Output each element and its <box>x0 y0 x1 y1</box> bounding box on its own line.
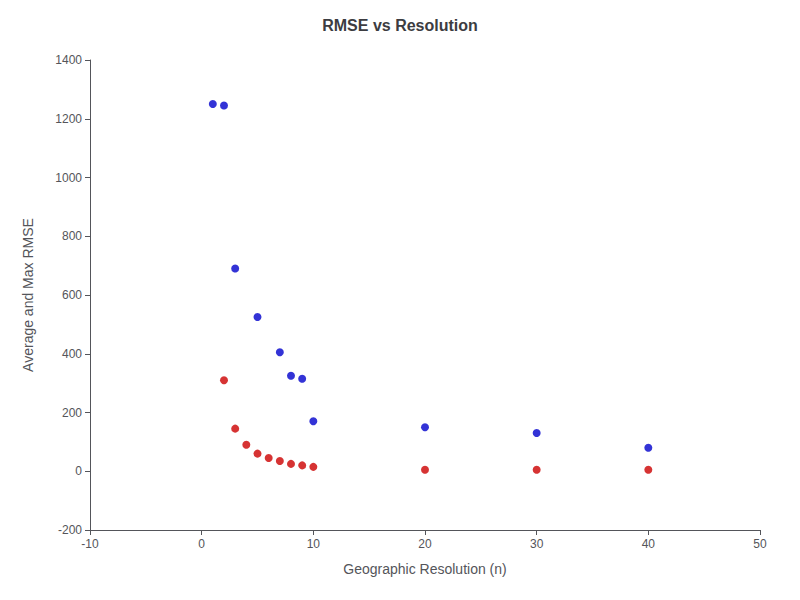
svg-text:Average and Max RMSE: Average and Max RMSE <box>20 218 36 372</box>
svg-text:-10: -10 <box>81 537 99 551</box>
svg-text:200: 200 <box>62 406 82 420</box>
svg-text:50: 50 <box>753 537 767 551</box>
svg-text:1200: 1200 <box>55 112 82 126</box>
svg-text:Geographic Resolution (n): Geographic Resolution (n) <box>343 561 506 577</box>
svg-text:0: 0 <box>198 537 205 551</box>
svg-text:400: 400 <box>62 347 82 361</box>
svg-text:600: 600 <box>62 288 82 302</box>
svg-text:1000: 1000 <box>55 171 82 185</box>
svg-text:40: 40 <box>642 537 656 551</box>
svg-text:-200: -200 <box>58 523 82 537</box>
svg-text:10: 10 <box>307 537 321 551</box>
svg-text:800: 800 <box>62 229 82 243</box>
svg-text:RMSE vs Resolution: RMSE vs Resolution <box>322 17 478 34</box>
svg-text:0: 0 <box>75 464 82 478</box>
svg-text:30: 30 <box>530 537 544 551</box>
svg-text:20: 20 <box>418 537 432 551</box>
svg-text:1400: 1400 <box>55 53 82 67</box>
